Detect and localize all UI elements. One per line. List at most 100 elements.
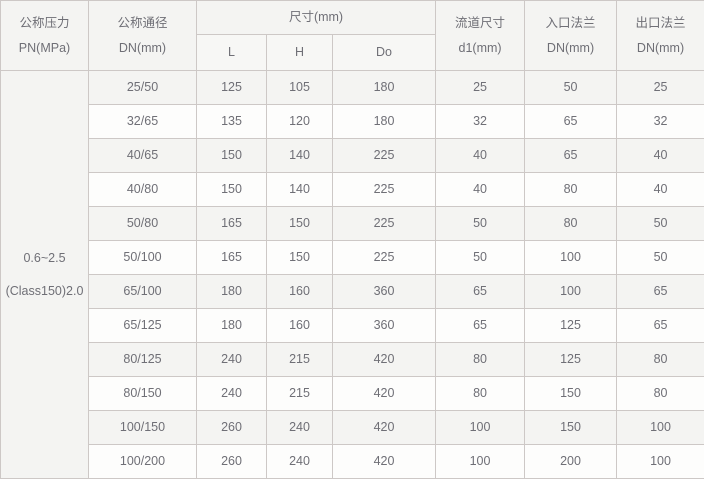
cell-outlet: 40 bbox=[617, 173, 704, 207]
cell-d1: 100 bbox=[436, 445, 525, 479]
cell-dn: 32/65 bbox=[89, 105, 197, 139]
cell-h: 215 bbox=[267, 343, 333, 377]
header-outlet-flange-line1: 出口法兰 bbox=[617, 16, 704, 30]
cell-l: 180 bbox=[197, 309, 267, 343]
cell-outlet: 100 bbox=[617, 411, 704, 445]
pressure-value-line1: 0.6~2.5 bbox=[1, 251, 88, 265]
cell-dn: 40/65 bbox=[89, 139, 197, 173]
cell-outlet: 50 bbox=[617, 241, 704, 275]
header-nominal-pressure: 公称压力 PN(MPa) bbox=[1, 1, 89, 71]
cell-do: 180 bbox=[333, 105, 436, 139]
cell-do: 420 bbox=[333, 343, 436, 377]
cell-d1: 40 bbox=[436, 173, 525, 207]
cell-do: 225 bbox=[333, 173, 436, 207]
table-header: 公称压力 PN(MPa) 公称通径 DN(mm) 尺寸(mm) 流道尺寸 d1(… bbox=[1, 1, 704, 71]
cell-outlet: 65 bbox=[617, 309, 704, 343]
cell-h: 215 bbox=[267, 377, 333, 411]
cell-inlet: 65 bbox=[525, 105, 617, 139]
header-size-group: 尺寸(mm) bbox=[197, 1, 436, 35]
cell-h: 160 bbox=[267, 309, 333, 343]
cell-do: 360 bbox=[333, 309, 436, 343]
table-row: 65/100 180 160 360 65 100 65 bbox=[1, 275, 704, 309]
table-row: 40/80 150 140 225 40 80 40 bbox=[1, 173, 704, 207]
table-row: 50/100 165 150 225 50 100 50 bbox=[1, 241, 704, 275]
table-row: 100/200 260 240 420 100 200 100 bbox=[1, 445, 704, 479]
cell-inlet: 50 bbox=[525, 71, 617, 105]
cell-d1: 40 bbox=[436, 139, 525, 173]
cell-d1: 25 bbox=[436, 71, 525, 105]
cell-d1: 65 bbox=[436, 309, 525, 343]
cell-inlet: 100 bbox=[525, 275, 617, 309]
cell-dn: 50/100 bbox=[89, 241, 197, 275]
header-channel-size-line2: d1(mm) bbox=[436, 41, 524, 55]
table-row: 50/80 165 150 225 50 80 50 bbox=[1, 207, 704, 241]
cell-inlet: 150 bbox=[525, 411, 617, 445]
table-row: 65/125 180 160 360 65 125 65 bbox=[1, 309, 704, 343]
cell-inlet: 200 bbox=[525, 445, 617, 479]
cell-do: 225 bbox=[333, 207, 436, 241]
cell-outlet: 50 bbox=[617, 207, 704, 241]
cell-dn: 65/100 bbox=[89, 275, 197, 309]
table-row: 40/65 150 140 225 40 65 40 bbox=[1, 139, 704, 173]
table-row: 80/150 240 215 420 80 150 80 bbox=[1, 377, 704, 411]
header-size-l: L bbox=[197, 35, 267, 71]
cell-outlet: 25 bbox=[617, 71, 704, 105]
cell-outlet: 80 bbox=[617, 377, 704, 411]
header-outlet-flange-line2: DN(mm) bbox=[617, 41, 704, 55]
header-inlet-flange-line1: 入口法兰 bbox=[525, 16, 616, 30]
table-row: 0.6~2.5 (Class150)2.0 25/50 125 105 180 … bbox=[1, 71, 704, 105]
header-row-top: 公称压力 PN(MPa) 公称通径 DN(mm) 尺寸(mm) 流道尺寸 d1(… bbox=[1, 1, 704, 35]
cell-h: 105 bbox=[267, 71, 333, 105]
cell-do: 180 bbox=[333, 71, 436, 105]
cell-h: 140 bbox=[267, 173, 333, 207]
header-inlet-flange: 入口法兰 DN(mm) bbox=[525, 1, 617, 71]
header-nominal-pressure-line1: 公称压力 bbox=[1, 16, 88, 30]
cell-outlet: 40 bbox=[617, 139, 704, 173]
cell-h: 120 bbox=[267, 105, 333, 139]
header-inlet-flange-line2: DN(mm) bbox=[525, 41, 616, 55]
cell-h: 150 bbox=[267, 207, 333, 241]
cell-dn: 100/200 bbox=[89, 445, 197, 479]
header-channel-size-line1: 流道尺寸 bbox=[436, 16, 524, 30]
cell-dn: 100/150 bbox=[89, 411, 197, 445]
cell-inlet: 65 bbox=[525, 139, 617, 173]
cell-dn: 50/80 bbox=[89, 207, 197, 241]
header-nominal-bore-line2: DN(mm) bbox=[89, 41, 196, 55]
header-size-do: Do bbox=[333, 35, 436, 71]
table-body: 0.6~2.5 (Class150)2.0 25/50 125 105 180 … bbox=[1, 71, 704, 479]
cell-inlet: 125 bbox=[525, 309, 617, 343]
header-nominal-pressure-line2: PN(MPa) bbox=[1, 41, 88, 55]
header-size-h: H bbox=[267, 35, 333, 71]
cell-inlet: 80 bbox=[525, 173, 617, 207]
cell-outlet: 32 bbox=[617, 105, 704, 139]
table-row: 100/150 260 240 420 100 150 100 bbox=[1, 411, 704, 445]
cell-outlet: 100 bbox=[617, 445, 704, 479]
cell-outlet: 65 bbox=[617, 275, 704, 309]
cell-dn: 80/125 bbox=[89, 343, 197, 377]
cell-dn: 80/150 bbox=[89, 377, 197, 411]
header-nominal-bore-line1: 公称通径 bbox=[89, 16, 196, 30]
cell-do: 225 bbox=[333, 241, 436, 275]
cell-l: 180 bbox=[197, 275, 267, 309]
cell-h: 140 bbox=[267, 139, 333, 173]
cell-l: 150 bbox=[197, 139, 267, 173]
pressure-value-cell: 0.6~2.5 (Class150)2.0 bbox=[1, 71, 89, 479]
cell-h: 150 bbox=[267, 241, 333, 275]
cell-d1: 65 bbox=[436, 275, 525, 309]
cell-inlet: 150 bbox=[525, 377, 617, 411]
header-channel-size: 流道尺寸 d1(mm) bbox=[436, 1, 525, 71]
cell-dn: 25/50 bbox=[89, 71, 197, 105]
cell-l: 165 bbox=[197, 241, 267, 275]
table-row: 80/125 240 215 420 80 125 80 bbox=[1, 343, 704, 377]
cell-l: 240 bbox=[197, 343, 267, 377]
cell-l: 125 bbox=[197, 71, 267, 105]
cell-l: 260 bbox=[197, 411, 267, 445]
cell-dn: 65/125 bbox=[89, 309, 197, 343]
cell-l: 150 bbox=[197, 173, 267, 207]
cell-d1: 80 bbox=[436, 377, 525, 411]
pressure-value-line2: (Class150)2.0 bbox=[1, 284, 88, 298]
cell-do: 225 bbox=[333, 139, 436, 173]
cell-outlet: 80 bbox=[617, 343, 704, 377]
cell-d1: 50 bbox=[436, 207, 525, 241]
